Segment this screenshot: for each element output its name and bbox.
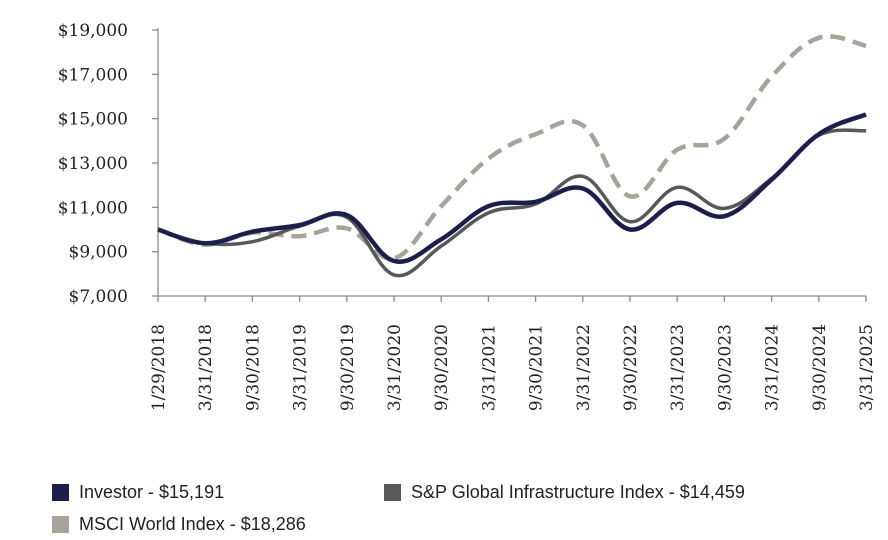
y-axis: $7,000 $9,000 $11,000 $13,000 $15,000 $17,000… xyxy=(58,21,159,307)
y-tick-label: $7,000 xyxy=(69,287,128,307)
series-line-msci-world-index xyxy=(157,34,867,261)
x-tick-label: 9/30/2021 xyxy=(527,324,547,411)
legend-label-sp-global-infrastructure: S&P Global Infrastructure Index - $14,45… xyxy=(411,481,745,502)
legend-swatch-sp-global-infrastructure xyxy=(384,483,401,501)
legend: Investor - $15,191 S&P Global Infrastruc… xyxy=(0,474,888,540)
series-line-investor xyxy=(157,112,867,264)
x-tick-label: 9/30/2022 xyxy=(621,324,641,411)
legend-item-sp-global-infrastructure: S&P Global Infrastructure Index - $14,45… xyxy=(384,480,745,504)
legend-item-investor: Investor - $15,191 xyxy=(52,480,224,504)
y-tick-label: $19,000 xyxy=(58,21,128,41)
x-tick-label: 3/31/2024 xyxy=(763,324,783,411)
x-axis: 1/29/2018 3/31/2018 9/30/2018 3/31/2019 9/30… xyxy=(149,295,877,411)
y-tick-label: $13,000 xyxy=(58,154,128,174)
series-lines xyxy=(157,34,867,278)
legend-swatch-investor xyxy=(52,483,69,501)
series-line-s-p-global-infrastructure-index xyxy=(157,128,867,278)
y-tick-label: $15,000 xyxy=(58,110,128,130)
x-tick-label: 3/31/2022 xyxy=(574,324,594,411)
x-tick-label: 9/30/2018 xyxy=(243,324,263,411)
x-tick-label: 3/31/2021 xyxy=(479,324,499,411)
x-tick-label: 3/31/2020 xyxy=(385,324,405,411)
legend-label-investor: Investor - $15,191 xyxy=(79,481,225,502)
x-tick-label: 1/29/2018 xyxy=(149,324,169,411)
legend-label-msci-world: MSCI World Index - $18,286 xyxy=(79,513,306,534)
x-tick-label: 3/31/2023 xyxy=(668,324,688,411)
y-tick-label: $17,000 xyxy=(58,65,128,85)
y-tick-label: $9,000 xyxy=(69,243,128,263)
x-tick-label: 9/30/2020 xyxy=(432,324,452,411)
x-tick-label: 9/30/2023 xyxy=(715,324,735,411)
y-tick-label: $11,000 xyxy=(58,198,128,218)
x-tick-label: 3/31/2019 xyxy=(291,324,311,411)
legend-swatch-msci-world xyxy=(52,515,69,533)
x-tick-label: 9/30/2024 xyxy=(810,324,830,411)
x-tick-label: 3/31/2018 xyxy=(196,324,216,411)
x-tick-label: 3/31/2025 xyxy=(857,324,877,411)
legend-item-msci-world: MSCI World Index - $18,286 xyxy=(52,512,306,536)
x-tick-label: 9/30/2019 xyxy=(338,324,358,411)
